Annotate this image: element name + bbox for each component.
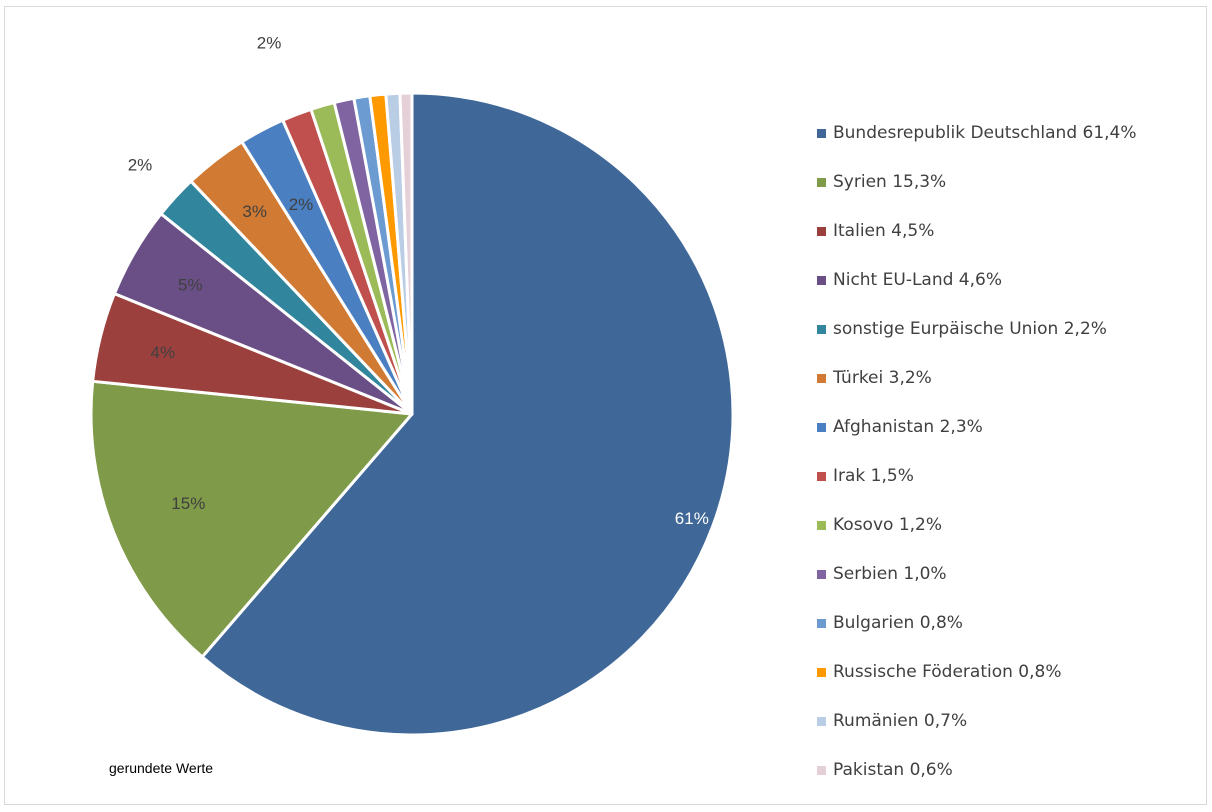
legend-swatch (817, 619, 826, 628)
legend-item: Pakistan 0,6% (817, 760, 1137, 809)
legend-label: Pakistan 0,6% (833, 760, 953, 780)
legend-swatch (817, 570, 826, 579)
legend-item: Italien 4,5% (817, 221, 1137, 270)
legend-swatch (817, 766, 826, 775)
data-label: 5% (178, 275, 203, 294)
legend-label: Rumänien 0,7% (833, 711, 968, 731)
data-label: 15% (171, 494, 205, 513)
legend-swatch (817, 276, 826, 285)
legend-item: Kosovo 1,2% (817, 515, 1137, 564)
data-label: 4% (151, 343, 176, 362)
legend-swatch (817, 472, 826, 481)
legend-swatch (817, 717, 826, 726)
legend-swatch (817, 374, 826, 383)
legend-swatch (817, 227, 826, 236)
data-label: 61% (675, 509, 709, 528)
legend-label: Italien 4,5% (833, 221, 935, 241)
chart-frame: 61% 15% 4% 5% 2% 3% 2% 2% Bundesrepublik Deutsc… (4, 6, 1207, 805)
legend-swatch (817, 668, 826, 677)
legend-label: Kosovo 1,2% (833, 515, 943, 535)
legend-label: Bundesrepublik Deutschland 61,4% (833, 123, 1137, 143)
legend: Bundesrepublik Deutschland 61,4% Syrien 1… (817, 123, 1137, 809)
legend-label: Syrien 15,3% (833, 172, 947, 192)
legend-label: Serbien 1,0% (833, 564, 947, 584)
legend-swatch (817, 325, 826, 334)
data-label: 2% (257, 34, 282, 53)
pie-slice-syrien (89, 379, 414, 659)
legend-label: Russische Föderation 0,8% (833, 662, 1062, 682)
legend-swatch (817, 129, 826, 138)
data-label: 2% (128, 156, 153, 175)
pie-slice-bundesrepublik-deutschland (200, 91, 735, 737)
legend-swatch (817, 423, 826, 432)
legend-item: Serbien 1,0% (817, 564, 1137, 613)
legend-item: Syrien 15,3% (817, 172, 1137, 221)
legend-item: Bulgarien 0,8% (817, 613, 1137, 662)
legend-item: Nicht EU-Land 4,6% (817, 270, 1137, 319)
legend-label: Irak 1,5% (833, 466, 914, 486)
legend-swatch (817, 178, 826, 187)
legend-label: Bulgarien 0,8% (833, 613, 963, 633)
data-label: 3% (242, 202, 267, 221)
legend-item: Rumänien 0,7% (817, 711, 1137, 760)
legend-item: Türkei 3,2% (817, 368, 1137, 417)
pie-slice-pakistan (398, 91, 414, 416)
legend-item: Russische Föderation 0,8% (817, 662, 1137, 711)
footnote: gerundete Werte (109, 760, 214, 776)
legend-item: Bundesrepublik Deutschland 61,4% (817, 123, 1137, 172)
legend-label: Nicht EU-Land 4,6% (833, 270, 1002, 290)
pie-chart: 61% 15% 4% 5% 2% 3% 2% 2% (89, 34, 735, 737)
legend-label: Afghanistan 2,3% (833, 417, 983, 437)
legend-item: Afghanistan 2,3% (817, 417, 1137, 466)
legend-item: Irak 1,5% (817, 466, 1137, 515)
legend-label: Türkei 3,2% (833, 368, 932, 388)
legend-swatch (817, 521, 826, 530)
data-label: 2% (289, 195, 314, 214)
legend-item: sonstige Eurpäische Union 2,2% (817, 319, 1137, 368)
legend-label: sonstige Eurpäische Union 2,2% (833, 319, 1107, 339)
